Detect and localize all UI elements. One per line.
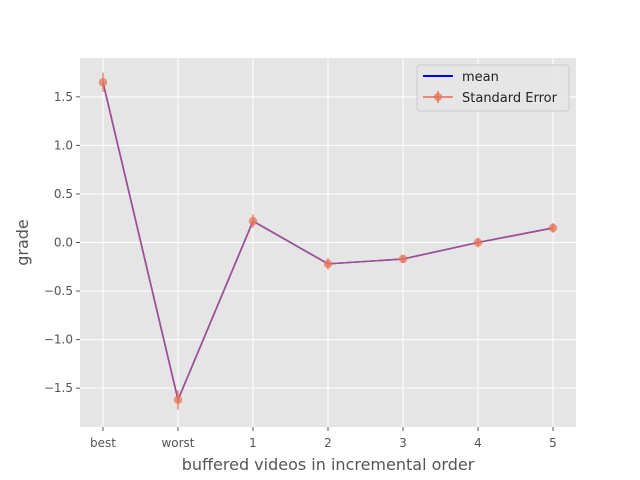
- x-axis-ticks: best worst 1 2 3 4 5: [90, 427, 557, 450]
- y-tick-label: 0.5: [54, 187, 73, 201]
- x-axis-label: buffered videos in incremental order: [182, 455, 475, 474]
- x-tick-label: 5: [549, 436, 557, 450]
- y-tick-label: −0.5: [44, 284, 73, 298]
- y-tick-label: 0.0: [54, 236, 73, 250]
- data-point: [173, 395, 183, 405]
- x-tick-label: best: [90, 436, 116, 450]
- y-tick-label: −1.5: [44, 381, 73, 395]
- x-tick-label: 2: [324, 436, 332, 450]
- legend: mean Standard Error: [416, 64, 570, 112]
- data-point: [248, 216, 258, 226]
- y-tick-label: 1.5: [54, 90, 73, 104]
- error-bars: [98, 72, 558, 410]
- x-tick-label: 1: [249, 436, 257, 450]
- legend-label-mean: mean: [462, 70, 499, 85]
- legend-label-standard-error: Standard Error: [462, 91, 558, 106]
- y-axis-ticks: −1.5 −1.0 −0.5 0.0 0.5 1.0 1.5: [44, 90, 80, 395]
- data-point: [98, 78, 108, 87]
- data-point: [473, 238, 483, 247]
- y-tick-label: −1.0: [44, 333, 73, 347]
- y-tick-label: 1.0: [54, 138, 73, 152]
- legend-box: [416, 64, 570, 112]
- x-tick-label: 4: [474, 436, 482, 450]
- y-axis-label: grade: [13, 219, 32, 266]
- data-point: [398, 254, 408, 264]
- legend-swatch-marker: [434, 93, 442, 101]
- x-tick-label: worst: [161, 436, 194, 450]
- data-point: [548, 223, 558, 233]
- grid: [80, 58, 576, 427]
- data-point: [323, 259, 333, 269]
- x-tick-label: 3: [399, 436, 407, 450]
